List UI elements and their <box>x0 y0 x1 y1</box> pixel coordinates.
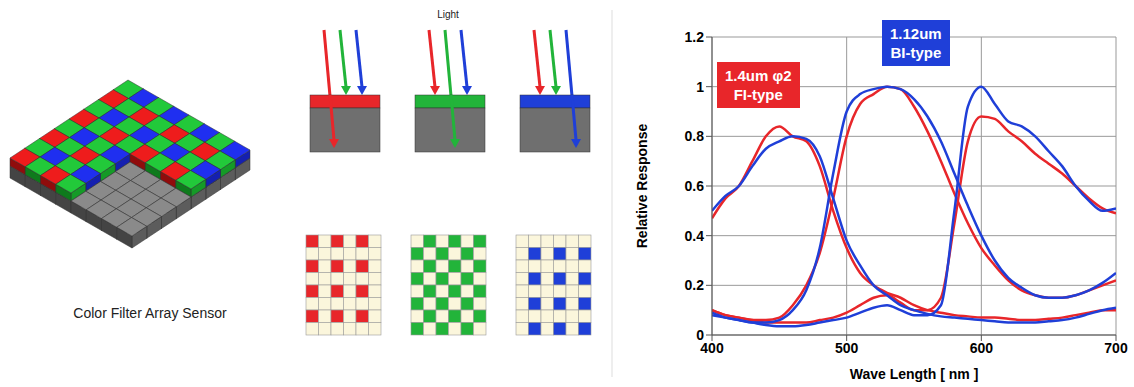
svg-text:0: 0 <box>696 327 704 343</box>
svg-text:500: 500 <box>835 340 859 356</box>
svg-text:0.8: 0.8 <box>685 128 705 144</box>
svg-text:700: 700 <box>1104 340 1128 356</box>
html-text:1.12um: 1.12um <box>890 25 942 42</box>
svg-text:600: 600 <box>970 340 994 356</box>
html-text:FI-type: FI-type <box>733 86 783 103</box>
html-text:1.4um φ2: 1.4um φ2 <box>725 67 792 84</box>
svg-text:1: 1 <box>696 79 704 95</box>
svg-text:Color Filter Array Sensor: Color Filter Array Sensor <box>73 305 227 321</box>
svg-text:Relative Response: Relative Response <box>634 124 650 249</box>
svg-text:0.6: 0.6 <box>685 178 705 194</box>
svg-text:0.2: 0.2 <box>685 277 705 293</box>
svg-text:0.4: 0.4 <box>685 228 705 244</box>
svg-text:Light: Light <box>437 9 459 20</box>
svg-text:1.2: 1.2 <box>685 29 705 45</box>
svg-text:400: 400 <box>700 339 724 356</box>
svg-text:Wave Length [ nm ]: Wave Length [ nm ] <box>850 366 979 382</box>
html-text:BI-type: BI-type <box>890 44 942 61</box>
